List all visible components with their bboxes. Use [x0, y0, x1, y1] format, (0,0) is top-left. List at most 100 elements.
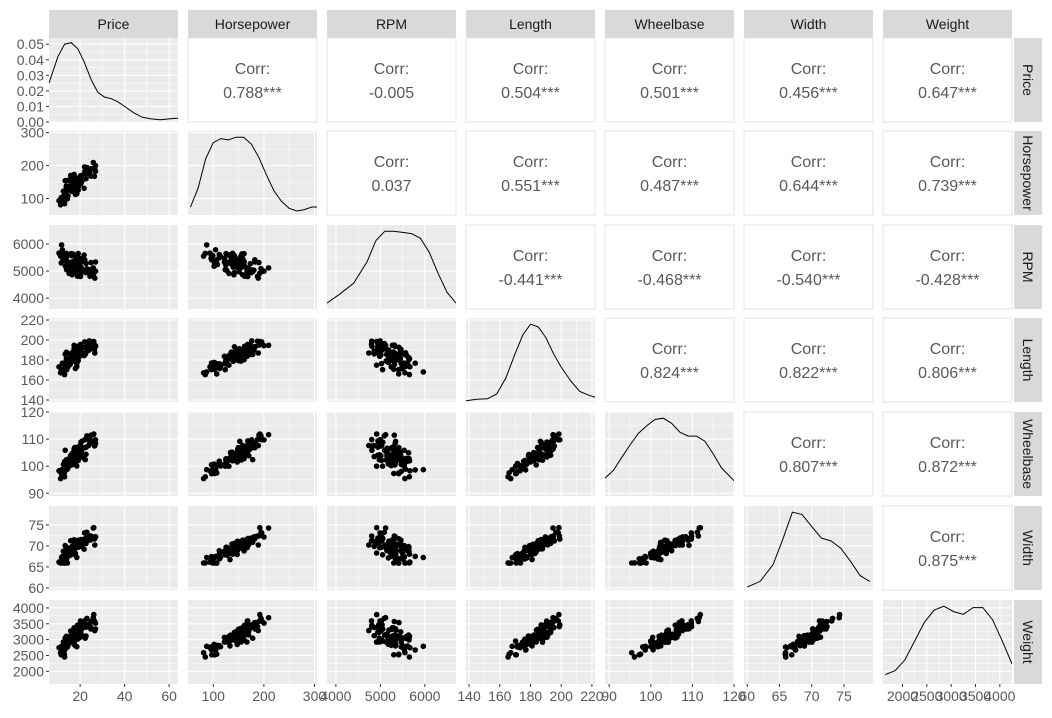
scatter-point [60, 548, 67, 554]
col-strip-label: RPM [376, 16, 407, 32]
scatter-point [58, 242, 65, 248]
panel-price-weight: Corr: 0.647*** [882, 37, 1013, 123]
scatter-point [546, 535, 553, 541]
scatter-point [245, 350, 252, 356]
scatter-point [405, 543, 412, 550]
scatter-point [265, 431, 272, 438]
scatter-point [528, 548, 534, 554]
scatter-point [637, 560, 644, 566]
x-tick-label: 40 [117, 688, 133, 704]
scatter-point [677, 624, 683, 630]
scatter-point [62, 447, 68, 454]
panel-width-weight: Corr: 0.875*** [882, 505, 1013, 591]
scatter-point [83, 451, 89, 458]
corr-value: 0.875*** [918, 553, 977, 570]
scatter-point [553, 529, 559, 536]
scatter-point [200, 253, 207, 259]
corr-label: Corr: [930, 61, 966, 78]
scatter-point [517, 560, 524, 566]
scatter-point [389, 546, 395, 552]
x-tick-label: 300 [303, 688, 327, 704]
scatter-point [70, 450, 76, 456]
scatter-point [412, 553, 419, 560]
scatter-point [60, 360, 67, 367]
scatter-point [395, 470, 402, 476]
scatter-point [368, 623, 375, 630]
scatter-point [75, 179, 81, 185]
scatter-point [67, 546, 73, 552]
scatter-point [368, 618, 375, 624]
scatter-point [696, 614, 702, 621]
panel-width-price [49, 506, 178, 590]
corr-value: 0.647*** [918, 85, 977, 102]
corr-label: Corr: [374, 154, 410, 171]
panel-wheelbase-horsepower [188, 411, 317, 496]
y-tick-label: 60 [28, 580, 44, 596]
x-tick-label: 4000 [320, 688, 351, 704]
scatter-point [379, 463, 386, 470]
scatter-point [384, 633, 390, 639]
scatter-point [90, 265, 97, 271]
scatter-point [249, 456, 256, 463]
scatter-point [402, 649, 408, 656]
scatter-point [368, 538, 375, 544]
corr-label: Corr: [652, 61, 688, 78]
scatter-point [75, 357, 81, 364]
scatter-point [539, 639, 546, 645]
scatter-point [528, 637, 534, 643]
x-tick-label: 90 [601, 688, 617, 704]
scatter-point [83, 260, 89, 267]
scatter-point [643, 560, 649, 566]
scatter-point [396, 619, 402, 626]
scatter-point [407, 364, 413, 370]
scatter-point [406, 637, 412, 643]
scatter-point [223, 267, 230, 274]
scatter-point [237, 438, 243, 445]
scatter-point [391, 450, 398, 456]
scatter-point [72, 184, 79, 190]
y-tick-label: 0.00 [17, 114, 44, 130]
scatter-point [60, 461, 67, 468]
scatter-point [821, 624, 827, 630]
corr-label: Corr: [652, 341, 688, 358]
scatter-point [84, 164, 90, 171]
scatter-point [216, 460, 223, 467]
scatter-point [373, 611, 380, 618]
scatter-point [392, 440, 399, 447]
x-tick-label: 220 [580, 688, 604, 704]
scatter-point [512, 638, 519, 644]
scatter-point [384, 358, 390, 365]
x-tick-label: 60 [739, 688, 755, 704]
scatter-point [371, 351, 378, 357]
scatter-point [67, 634, 73, 640]
y-tick-label: 3500 [13, 616, 44, 632]
scatter-point [212, 247, 219, 253]
scatter-point [240, 260, 247, 267]
scatter-point [216, 556, 223, 562]
col-strip-label: Weight [926, 16, 969, 32]
scatter-point [83, 269, 89, 276]
col-strip-label: Width [791, 16, 827, 32]
scatter-point [397, 357, 403, 364]
scatter-point [72, 460, 79, 467]
scatter-point [200, 560, 207, 566]
col-strip-width [744, 10, 873, 38]
x-tick-label: 110 [681, 688, 704, 704]
panel-length-weight: Corr: 0.806*** [882, 317, 1013, 403]
scatter-point [245, 438, 251, 444]
scatter-point [420, 466, 427, 473]
corr-label: Corr: [791, 341, 827, 358]
scatter-point [77, 273, 84, 280]
scatter-point [214, 261, 221, 268]
panel-length-price [49, 318, 178, 402]
corr-label: Corr: [235, 61, 271, 78]
scatter-point [83, 540, 89, 547]
corr-value: 0.806*** [918, 365, 977, 382]
corr-value: 0.739*** [918, 178, 977, 195]
row-strip-weight [1014, 600, 1042, 684]
scatter-point [77, 629, 84, 635]
scatter-point [406, 548, 412, 554]
scatter-point [371, 543, 378, 550]
scatter-point [224, 361, 230, 368]
corr-label: Corr: [930, 529, 966, 546]
